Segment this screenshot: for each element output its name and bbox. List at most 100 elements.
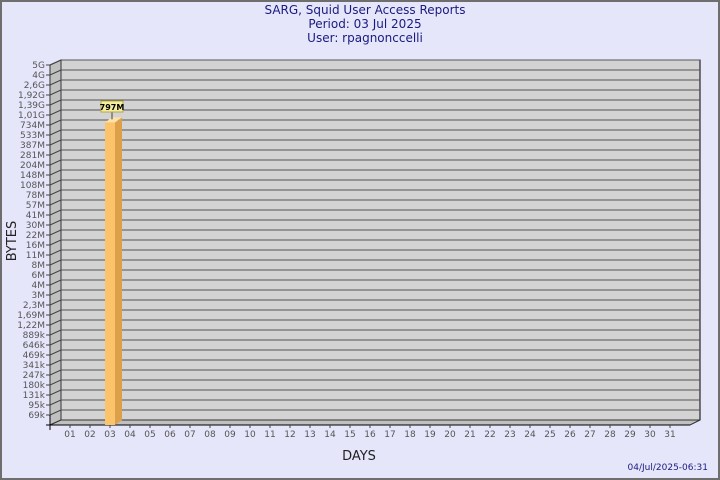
- y-tick-label: 387M: [20, 141, 45, 151]
- y-tick-depth-line: [49, 189, 62, 196]
- y-tick-depth-line: [49, 229, 62, 236]
- y-tick-label: 4G: [32, 71, 45, 81]
- y-tick-label: 78M: [26, 191, 45, 201]
- y-tick-label: 8M: [32, 261, 46, 271]
- y-tick-depth-line: [49, 409, 62, 416]
- x-tick-label: 09: [224, 430, 236, 440]
- y-tick-depth-line: [49, 249, 62, 256]
- bar-day-03: [105, 122, 115, 425]
- x-tick-label: 26: [564, 430, 576, 440]
- y-tick-label: 2,6G: [24, 81, 45, 91]
- y-tick-label: 3M: [32, 291, 46, 301]
- y-tick-label: 889k: [23, 331, 46, 341]
- x-tick-label: 30: [644, 430, 656, 440]
- x-tick-label: 19: [424, 430, 436, 440]
- y-tick-label: 1,22M: [17, 321, 45, 331]
- y-tick-label: 6M: [32, 271, 46, 281]
- x-tick-label: 02: [84, 430, 95, 440]
- y-tick-label: 57M: [26, 201, 45, 211]
- y-tick-label: 22M: [26, 231, 45, 241]
- chart-user: User: rpagnonccelli: [307, 31, 423, 45]
- x-tick-label: 01: [64, 430, 75, 440]
- y-tick-depth-line: [49, 119, 62, 126]
- x-tick-label: 16: [364, 430, 376, 440]
- y-tick-depth-line: [49, 379, 62, 386]
- y-tick-depth-line: [49, 269, 62, 276]
- plot-floor: [49, 419, 701, 426]
- x-tick-label: 13: [304, 430, 315, 440]
- y-tick-label: 131k: [23, 391, 46, 401]
- y-tick-depth-line: [49, 129, 62, 136]
- y-tick-label: 5G: [32, 61, 45, 71]
- y-tick-depth-line: [49, 299, 62, 306]
- y-tick-label: 108M: [20, 181, 45, 191]
- y-tick-label: 1,39G: [18, 101, 45, 111]
- y-tick-depth-line: [49, 199, 62, 206]
- generated-timestamp: 04/Jul/2025-06:31: [628, 463, 708, 473]
- y-tick-label: 341k: [23, 361, 46, 371]
- chart-title: SARG, Squid User Access Reports: [264, 3, 465, 17]
- y-tick-depth-line: [49, 319, 62, 326]
- x-tick-label: 08: [204, 430, 216, 440]
- y-tick-depth-line: [49, 59, 62, 66]
- y-tick-depth-line: [49, 279, 62, 286]
- y-tick-label: 16M: [26, 241, 45, 251]
- y-tick-depth-line: [49, 289, 62, 296]
- y-tick-depth-line: [49, 339, 62, 346]
- x-tick-label: 29: [624, 430, 636, 440]
- x-tick-label: 15: [344, 430, 355, 440]
- y-tick-label: 247k: [23, 371, 46, 381]
- bar-top-day-03: [105, 117, 122, 123]
- x-tick-label: 10: [244, 430, 256, 440]
- x-tick-label: 17: [384, 430, 395, 440]
- y-tick-label: 41M: [26, 211, 45, 221]
- y-tick-depth-line: [49, 139, 62, 146]
- y-tick-label: 69k: [28, 411, 45, 421]
- y-tick-label: 4M: [32, 281, 46, 291]
- y-axis-label: BYTES: [5, 221, 20, 262]
- y-tick-depth-line: [49, 169, 62, 176]
- y-tick-depth-line: [49, 149, 62, 156]
- y-tick-depth-line: [49, 99, 62, 106]
- y-tick-depth-line: [49, 399, 62, 406]
- x-tick-label: 04: [124, 430, 136, 440]
- y-tick-label: 204M: [20, 161, 45, 171]
- x-axis-label: DAYS: [342, 449, 376, 464]
- data-label-box: [100, 100, 124, 113]
- y-tick-label: 1,92G: [18, 91, 45, 101]
- y-tick-depth-line: [49, 79, 62, 86]
- y-tick-depth-line: [49, 179, 62, 186]
- y-tick-label: 30M: [26, 221, 45, 231]
- x-tick-label: 03: [104, 430, 115, 440]
- y-tick-depth-line: [49, 239, 62, 246]
- chart-period: Period: 03 Jul 2025: [308, 17, 421, 31]
- x-tick-label: 12: [284, 430, 295, 440]
- y-tick-depth-line: [49, 159, 62, 166]
- y-tick-label: 734M: [20, 121, 45, 131]
- x-tick-label: 25: [544, 430, 555, 440]
- y-tick-depth-line: [49, 109, 62, 116]
- x-tick-label: 24: [524, 430, 536, 440]
- y-tick-depth-line: [49, 89, 62, 96]
- y-tick-depth-line: [49, 209, 62, 216]
- y-tick-label: 148M: [20, 171, 45, 181]
- y-tick-label: 2,3M: [23, 301, 45, 311]
- x-tick-label: 11: [264, 430, 275, 440]
- y-tick-label: 180k: [23, 381, 46, 391]
- x-tick-label: 23: [504, 430, 515, 440]
- x-tick-label: 28: [604, 430, 616, 440]
- x-tick-label: 06: [164, 430, 176, 440]
- y-tick-label: 533M: [20, 131, 45, 141]
- y-tick-label: 1,01G: [18, 111, 45, 121]
- x-tick-label: 05: [144, 430, 155, 440]
- x-tick-label: 31: [664, 430, 675, 440]
- y-tick-label: 646k: [23, 341, 46, 351]
- y-tick-depth-line: [49, 69, 62, 76]
- y-tick-depth-line: [49, 349, 62, 356]
- y-tick-depth-line: [49, 389, 62, 396]
- y-tick-label: 11M: [26, 251, 45, 261]
- x-tick-label: 21: [464, 430, 475, 440]
- x-tick-label: 20: [444, 430, 456, 440]
- bar-side-day-03: [115, 117, 122, 425]
